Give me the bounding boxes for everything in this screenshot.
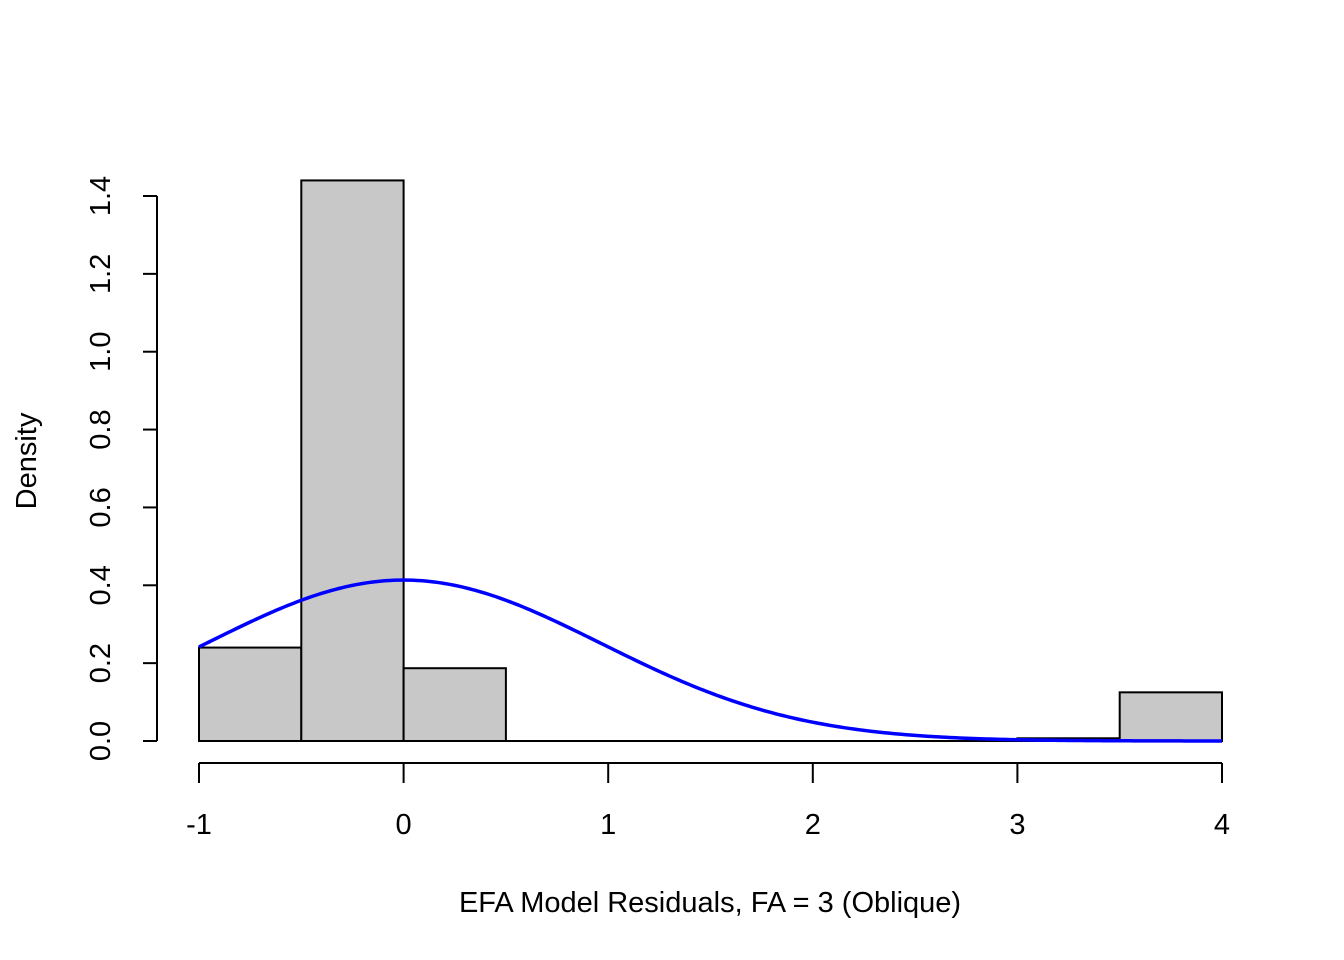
y-axis: 0.0 0.2 0.4 0.6 0.8 1.0 1.2 1.4 (85, 176, 158, 761)
histogram-bars (198, 179, 1223, 743)
y-tick-label: 0.8 (85, 409, 117, 449)
histogram-bar (1118, 691, 1223, 743)
x-axis-ticks: -1 0 1 2 3 4 (186, 763, 1230, 841)
y-tick-label: 1.0 (85, 332, 117, 372)
normal-density-curve (198, 578, 1222, 743)
y-tick-label: 1.2 (85, 254, 117, 294)
y-tick-label: 1.4 (85, 176, 117, 216)
x-axis-title: EFA Model Residuals, FA = 3 (Oblique) (459, 887, 961, 919)
x-tick-label: 0 (396, 809, 412, 841)
histogram-bar (198, 646, 303, 742)
y-tick-label: 0.0 (85, 721, 117, 761)
y-axis-ticks: 0.0 0.2 0.4 0.6 0.8 1.0 1.2 1.4 (85, 176, 157, 761)
y-tick-label: 0.2 (85, 643, 117, 683)
histogram-bar (402, 667, 507, 742)
histogram-bar (300, 179, 405, 742)
x-tick-label: 3 (1009, 809, 1025, 841)
x-tick-label: 2 (805, 809, 821, 841)
x-tick-label: 4 (1214, 809, 1230, 841)
y-axis-title: Density (11, 412, 43, 509)
x-axis: -1 0 1 2 3 4 (186, 762, 1230, 841)
x-tick-label: -1 (186, 809, 212, 841)
y-tick-label: 0.6 (85, 487, 117, 527)
x-tick-label: 1 (600, 809, 616, 841)
y-tick-label: 0.4 (85, 565, 117, 605)
